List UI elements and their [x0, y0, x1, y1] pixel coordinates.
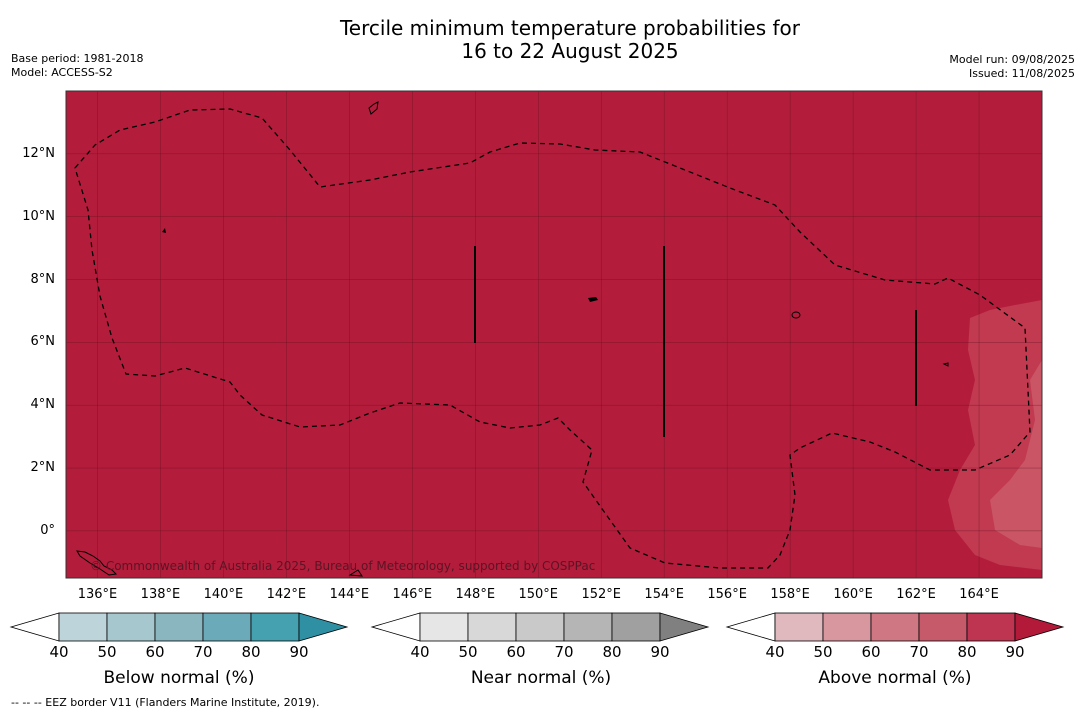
- model-run: Model run: 09/08/2025: [949, 53, 1075, 66]
- colorbar-segment: [106, 612, 156, 642]
- colorbar-extend-low: [9, 612, 60, 642]
- longitude-label: 164°E: [959, 587, 999, 602]
- colorbar-tick-label: 80: [241, 643, 261, 661]
- colorbar-tick-label: 60: [506, 643, 526, 661]
- longitude-label: 162°E: [896, 587, 936, 602]
- longitude-label: 154°E: [644, 587, 684, 602]
- island-outline: [162, 228, 166, 233]
- probability-lobe-east-inner: [990, 360, 1042, 548]
- longitude-label: 142°E: [266, 587, 307, 602]
- below-normal-title: Below normal (%): [103, 668, 255, 688]
- near-normal-title: Near normal (%): [470, 668, 612, 688]
- map-frame: [65, 90, 1043, 579]
- colorbar-tick-label: 40: [49, 643, 69, 661]
- colorbar-extend-high: [298, 612, 349, 642]
- colorbar-extend-low: [725, 612, 776, 642]
- latitude-label: 6°N: [30, 334, 56, 350]
- colorbar-segment: [918, 612, 968, 642]
- colorbar-tick-label: 90: [650, 643, 670, 661]
- latitude-label: 8°N: [30, 271, 56, 287]
- colorbar-segment: [611, 612, 661, 642]
- colorbar-tick-label: 40: [765, 643, 785, 661]
- colorbar-tick-label: 90: [289, 643, 309, 661]
- longitude-label: 140°E: [203, 587, 244, 602]
- colorbar-tick-label: 50: [813, 643, 833, 661]
- latitude-label: 10°N: [22, 208, 55, 224]
- latitude-label: 4°N: [30, 397, 56, 413]
- colorbar-tick-label: 70: [193, 643, 213, 661]
- colorbar-segment: [822, 612, 872, 642]
- island-outline: [942, 362, 949, 367]
- graticule: [66, 91, 1042, 578]
- colorbar-extend-high: [1014, 612, 1065, 642]
- colorbar-segment: [58, 612, 108, 642]
- colorbar-segment: [250, 612, 300, 642]
- colorbar-tick-label: 50: [97, 643, 117, 661]
- island-outline: [368, 101, 379, 115]
- longitude-label: 150°E: [518, 587, 559, 602]
- copyright-notice: © Commonwealth of Australia 2025, Bureau…: [90, 559, 596, 573]
- above-normal-title: Above normal (%): [818, 668, 972, 688]
- colorbar-segment: [154, 612, 204, 642]
- colorbar-tick-label: 70: [909, 643, 929, 661]
- island-outline: [348, 569, 363, 577]
- map-title-line1: Tercile minimum temperature probabilitie…: [339, 16, 801, 40]
- colorbar-tick-label: 90: [1005, 643, 1025, 661]
- colorbar-extend-low: [370, 612, 421, 642]
- colorbar-tick-label: 60: [145, 643, 165, 661]
- latitude-label: 2°N: [30, 460, 56, 476]
- longitude-label: 148°E: [455, 587, 496, 602]
- colorbar-segment: [515, 612, 565, 642]
- longitude-label: 158°E: [770, 587, 810, 602]
- colorbar-segment: [870, 612, 920, 642]
- colorbar-segment: [563, 612, 613, 642]
- latitude-label: 12°N: [22, 145, 55, 161]
- colorbar-segment: [966, 612, 1016, 642]
- colorbar-tick-label: 50: [458, 643, 478, 661]
- issued-date: Issued: 11/08/2025: [968, 67, 1075, 80]
- longitude-label: 146°E: [392, 587, 433, 602]
- colorbar-extend-high: [659, 612, 710, 642]
- longitude-label: 160°E: [833, 587, 873, 602]
- island-outline: [588, 297, 598, 302]
- colorbar-tick-label: 60: [861, 643, 881, 661]
- island-outline: [791, 311, 801, 319]
- colorbar-tick-label: 40: [410, 643, 430, 661]
- longitude-label: 136°E: [77, 587, 118, 602]
- colorbar-tick-label: 70: [554, 643, 574, 661]
- longitude-label: 138°E: [140, 587, 181, 602]
- island-outline: [76, 550, 118, 576]
- longitude-label: 152°E: [581, 587, 621, 602]
- map-title-line2: 16 to 22 August 2025: [461, 39, 679, 63]
- colorbar-tick-label: 80: [957, 643, 977, 661]
- longitude-label: 144°E: [329, 587, 370, 602]
- colorbar-segment: [774, 612, 824, 642]
- latitude-label: 0°: [40, 522, 55, 538]
- longitude-label: 156°E: [707, 587, 747, 602]
- probability-field: [66, 91, 1042, 578]
- model-name: Model: ACCESS-S2: [11, 66, 113, 79]
- base-period: Base period: 1981-2018: [11, 52, 144, 65]
- colorbar-tick-label: 80: [602, 643, 622, 661]
- eez-footnote: -- -- -- EEZ border V11 (Flanders Marine…: [11, 696, 320, 709]
- colorbar-segment: [467, 612, 517, 642]
- colorbar-segment: [202, 612, 252, 642]
- colorbar-group: [9, 612, 1065, 642]
- colorbar-segment: [419, 612, 469, 642]
